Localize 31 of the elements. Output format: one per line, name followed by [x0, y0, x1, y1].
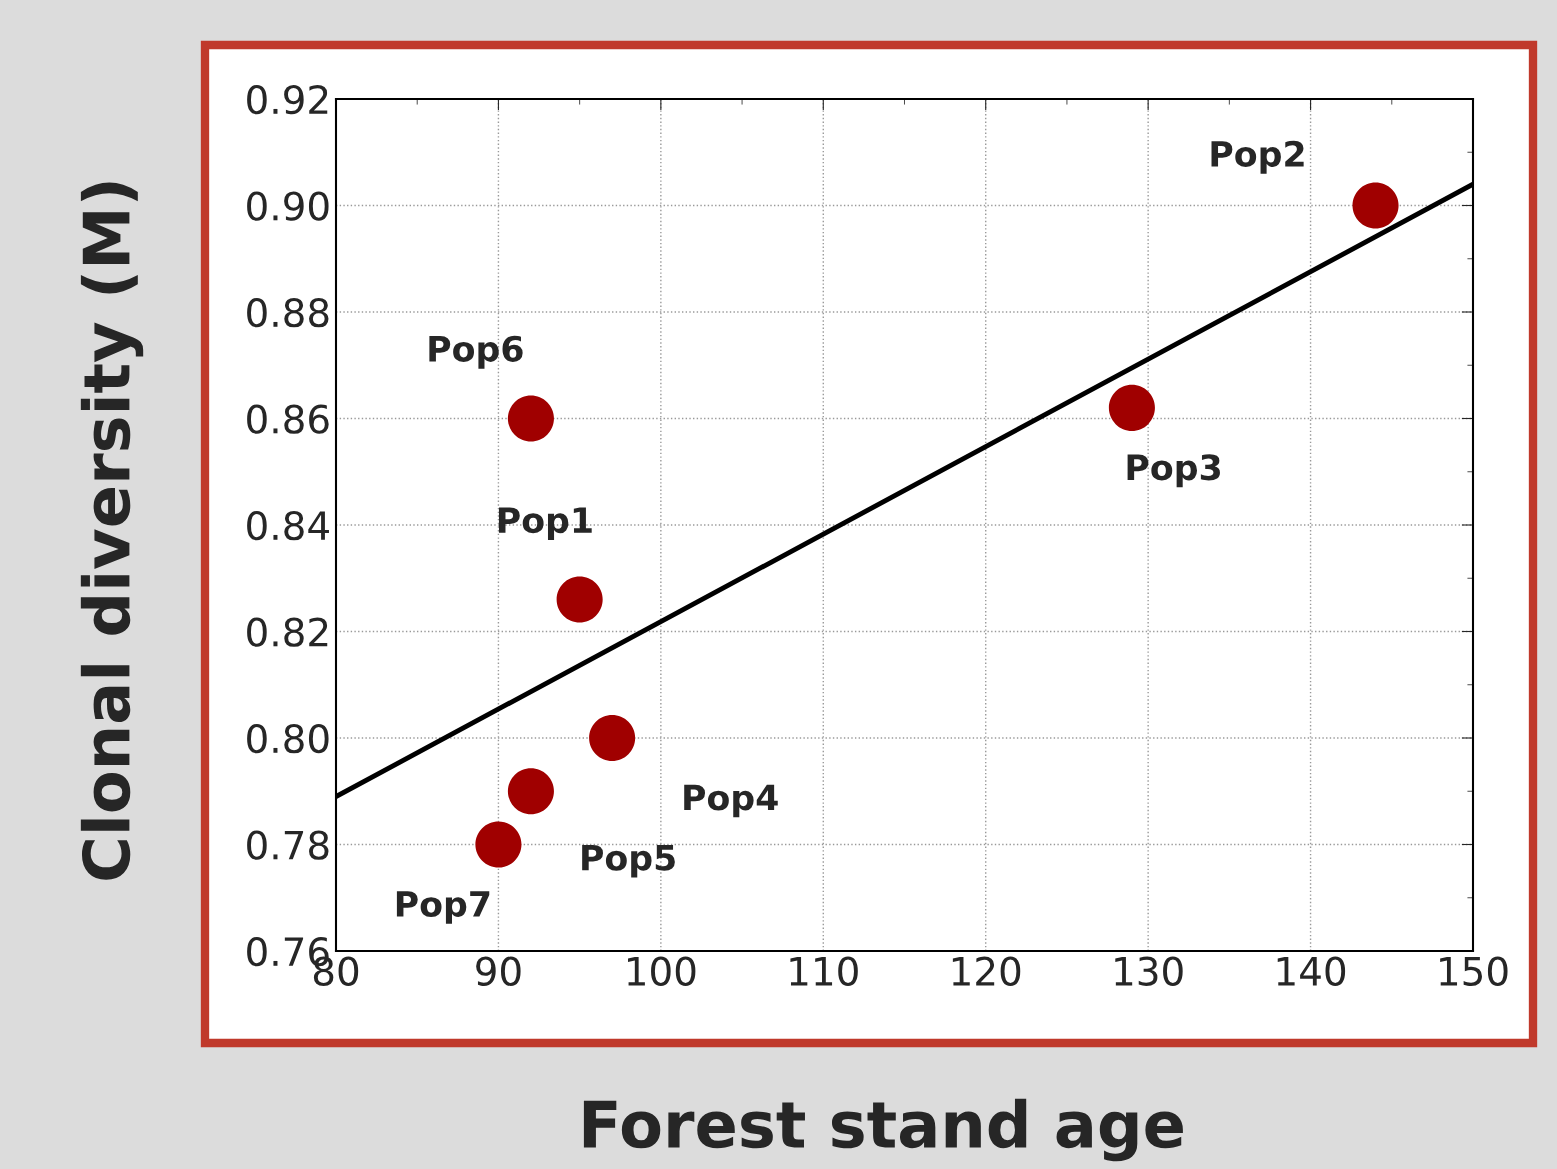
y-tick-label: 0.92 [247, 84, 328, 115]
y-tick-label: 0.84 [247, 510, 329, 541]
y-axis-title: Clonal diversity (M) [80, 182, 144, 880]
annotation: Pop6 [429, 335, 523, 369]
x-tick-label: 110 [790, 956, 858, 986]
point [475, 821, 522, 868]
x-tick-label: 130 [1115, 956, 1183, 986]
point [589, 714, 636, 762]
y-tick-label: 0.82 [247, 617, 328, 647]
annotation: Pop2 [1211, 140, 1304, 174]
annotation: Pop5 [582, 844, 675, 878]
x-axis-title: Forest stand age [583, 1098, 1183, 1162]
y-tick-label: 0.86 [247, 404, 329, 434]
point [556, 576, 603, 623]
x-tick-label: 150 [1440, 956, 1508, 986]
point [507, 395, 554, 442]
point [1108, 384, 1155, 431]
x-tick-label: 100 [628, 956, 696, 986]
y-tick-label: 0.88 [247, 297, 329, 328]
y-tick-label: 0.80 [247, 723, 329, 754]
annotation: Pop7 [396, 891, 490, 924]
annotation: Pop3 [1127, 454, 1220, 488]
point [1352, 182, 1399, 229]
annotation: Pop4 [684, 784, 778, 818]
point [507, 768, 554, 815]
annotation: Pop1 [498, 507, 592, 540]
x-tick-label: 90 [476, 956, 521, 986]
y-tick-label: 0.90 [247, 191, 329, 221]
y-tick-label: 0.78 [247, 830, 329, 860]
x-tick-label: 140 [1277, 956, 1346, 986]
x-tick-label: 120 [952, 956, 1021, 986]
